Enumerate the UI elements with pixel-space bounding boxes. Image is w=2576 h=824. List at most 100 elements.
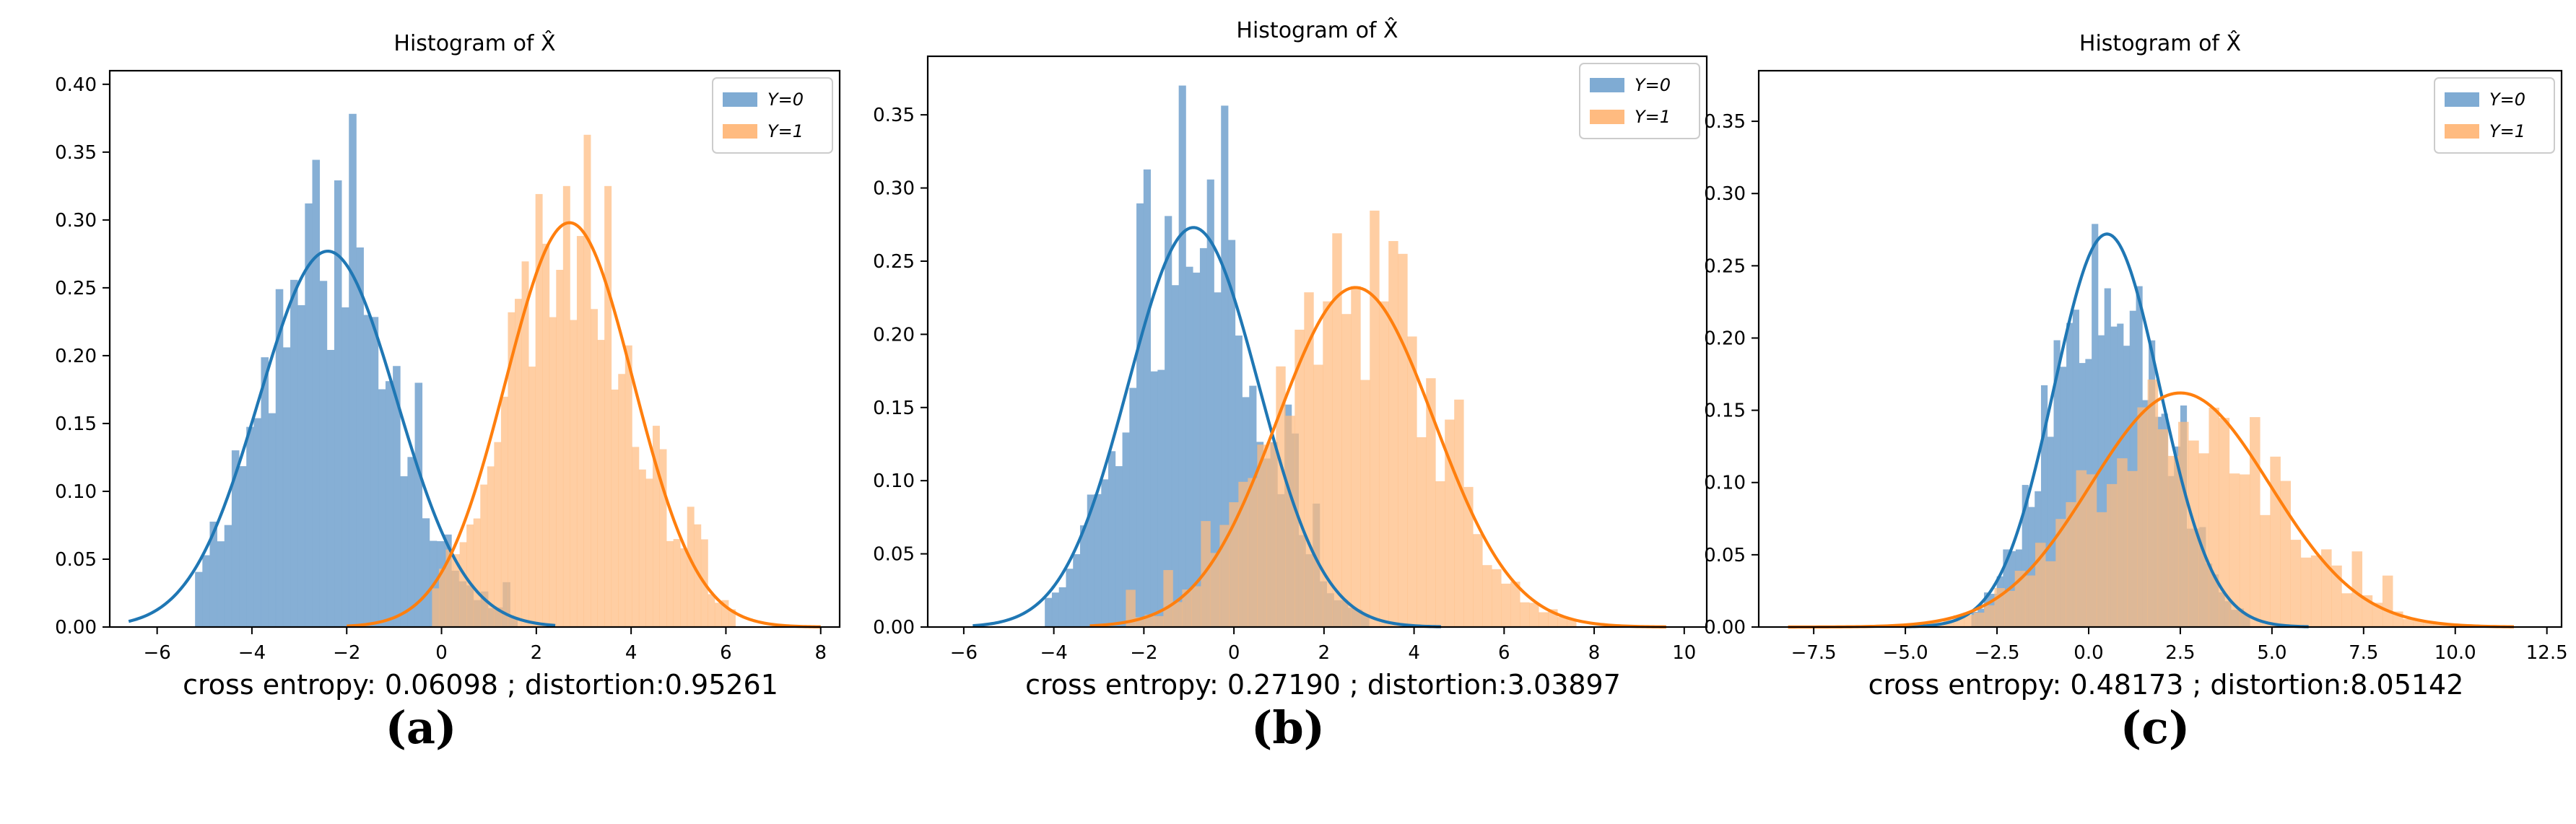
hist-bar bbox=[253, 418, 261, 627]
hist-bar bbox=[422, 518, 430, 627]
hist-bar bbox=[2280, 481, 2292, 627]
hist-bar bbox=[1087, 494, 1095, 627]
x-tick-label: 0 bbox=[435, 642, 448, 664]
legend-label: Y=1 bbox=[2489, 121, 2525, 141]
hist-bar bbox=[326, 349, 335, 627]
hist-bar bbox=[2209, 408, 2219, 627]
legend-swatch bbox=[1590, 110, 1624, 124]
hist-bar bbox=[1963, 615, 1975, 627]
hist-bar bbox=[1206, 179, 1214, 627]
panel-label-c: (c) bbox=[2120, 701, 2190, 754]
hist-bar bbox=[370, 317, 379, 627]
hist-bar bbox=[2129, 310, 2136, 627]
x-tick-label: 8 bbox=[814, 642, 827, 664]
y-tick-label: 0.35 bbox=[1704, 111, 1746, 133]
hist-bar bbox=[1094, 494, 1102, 627]
y-tick-label: 0.35 bbox=[55, 142, 97, 164]
legend: Y=0 Y=1 bbox=[2434, 77, 2555, 154]
chart-title: Histogram of X̂ bbox=[2079, 30, 2241, 56]
hist-bar bbox=[2053, 340, 2061, 627]
hist-bar bbox=[562, 185, 570, 628]
hist-bar bbox=[2092, 224, 2099, 627]
hist-bar bbox=[1163, 570, 1173, 627]
hist-bar bbox=[1304, 292, 1314, 627]
x-tick-label: 4 bbox=[625, 642, 638, 664]
hist-bar bbox=[195, 571, 203, 627]
x-tick-label: −7.5 bbox=[1791, 642, 1837, 664]
panel-label-b: (b) bbox=[1250, 701, 1326, 754]
hist-bar bbox=[2072, 310, 2079, 627]
histogram-Y1 bbox=[1126, 210, 1577, 628]
hist-bar bbox=[1129, 387, 1137, 627]
y-tick-label: 0.00 bbox=[873, 617, 915, 639]
hist-bar bbox=[1974, 613, 1985, 627]
legend: Y=0 Y=1 bbox=[1579, 63, 1700, 139]
hist-bar bbox=[1473, 534, 1483, 627]
hist-bar bbox=[2260, 514, 2271, 627]
hist-bar bbox=[2060, 367, 2067, 627]
hist-bar bbox=[1219, 525, 1230, 627]
kde-line-Y1 bbox=[347, 221, 821, 628]
legend-swatch bbox=[723, 92, 757, 107]
hist-bar bbox=[2137, 407, 2148, 627]
x-tick-label: 2 bbox=[531, 642, 543, 664]
hist-bar bbox=[1073, 554, 1081, 627]
y-tick-label: 0.40 bbox=[55, 74, 97, 96]
hist-bar bbox=[312, 159, 321, 627]
kde-line-Y1 bbox=[1089, 286, 1666, 628]
legend-label: Y=1 bbox=[767, 121, 804, 141]
hist-bar bbox=[459, 542, 467, 627]
hist-bar bbox=[1182, 589, 1192, 627]
x-tick-label: −4 bbox=[1040, 642, 1067, 664]
hist-bar bbox=[2403, 618, 2414, 627]
y-tick-label: 0.30 bbox=[873, 178, 915, 200]
hist-bar bbox=[1276, 366, 1286, 627]
hist-bar bbox=[2300, 557, 2312, 627]
hist-bar bbox=[521, 261, 529, 627]
x-tick-label: 4 bbox=[1408, 642, 1420, 664]
x-tick-label: −6 bbox=[950, 642, 978, 664]
x-tick-label: 8 bbox=[1588, 642, 1601, 664]
hist-bar bbox=[1154, 615, 1164, 627]
chart-title: Histogram of X̂ bbox=[1236, 17, 1398, 43]
hist-bar bbox=[445, 549, 453, 627]
hist-bar bbox=[625, 345, 632, 627]
x-tick-label: 6 bbox=[1498, 642, 1510, 664]
hist-bar bbox=[1379, 301, 1389, 627]
hist-bar bbox=[549, 317, 557, 627]
hist-bar bbox=[2066, 501, 2076, 627]
panel-c: −7.5 −5.0 −2.5 0.0 2.5 5.0 7.5 10.0 12.5 0.00 0.05… bbox=[1704, 30, 2568, 701]
hist-bar bbox=[202, 555, 210, 627]
hist-bar bbox=[1285, 416, 1295, 627]
histogram-Y1 bbox=[432, 134, 736, 628]
hist-bar bbox=[604, 185, 612, 628]
chart-title: Histogram of X̂ bbox=[393, 30, 555, 56]
hist-bar bbox=[1492, 569, 1502, 627]
hist-bar bbox=[473, 518, 481, 627]
hist-bar bbox=[583, 134, 591, 628]
hist-bar bbox=[494, 442, 502, 627]
legend-swatch bbox=[2445, 92, 2479, 107]
hist-bar bbox=[632, 447, 640, 627]
hist-bar bbox=[2024, 575, 2036, 627]
hist-bar bbox=[2341, 593, 2352, 627]
hist-bar bbox=[1171, 285, 1180, 627]
hist-bar bbox=[1341, 314, 1352, 627]
hist-bar bbox=[1079, 525, 1088, 627]
hist-bar bbox=[1984, 605, 1995, 627]
hist-bar bbox=[1248, 478, 1258, 627]
hist-bar bbox=[2004, 590, 2016, 627]
y-tick-label: 0.05 bbox=[55, 549, 97, 571]
hist-bar bbox=[2331, 565, 2342, 627]
hist-bar bbox=[708, 594, 715, 627]
axes-frame bbox=[926, 55, 1708, 628]
hist-bar bbox=[721, 600, 729, 627]
hist-bar bbox=[659, 449, 667, 627]
legend-label: Y=0 bbox=[767, 89, 804, 110]
hist-bar bbox=[432, 588, 440, 627]
hist-bar bbox=[2270, 456, 2281, 627]
y-tick-label: 0.00 bbox=[1704, 617, 1746, 639]
legend-swatch bbox=[2445, 124, 2479, 139]
hist-bar bbox=[1426, 378, 1436, 627]
hist-bar bbox=[2035, 543, 2046, 627]
